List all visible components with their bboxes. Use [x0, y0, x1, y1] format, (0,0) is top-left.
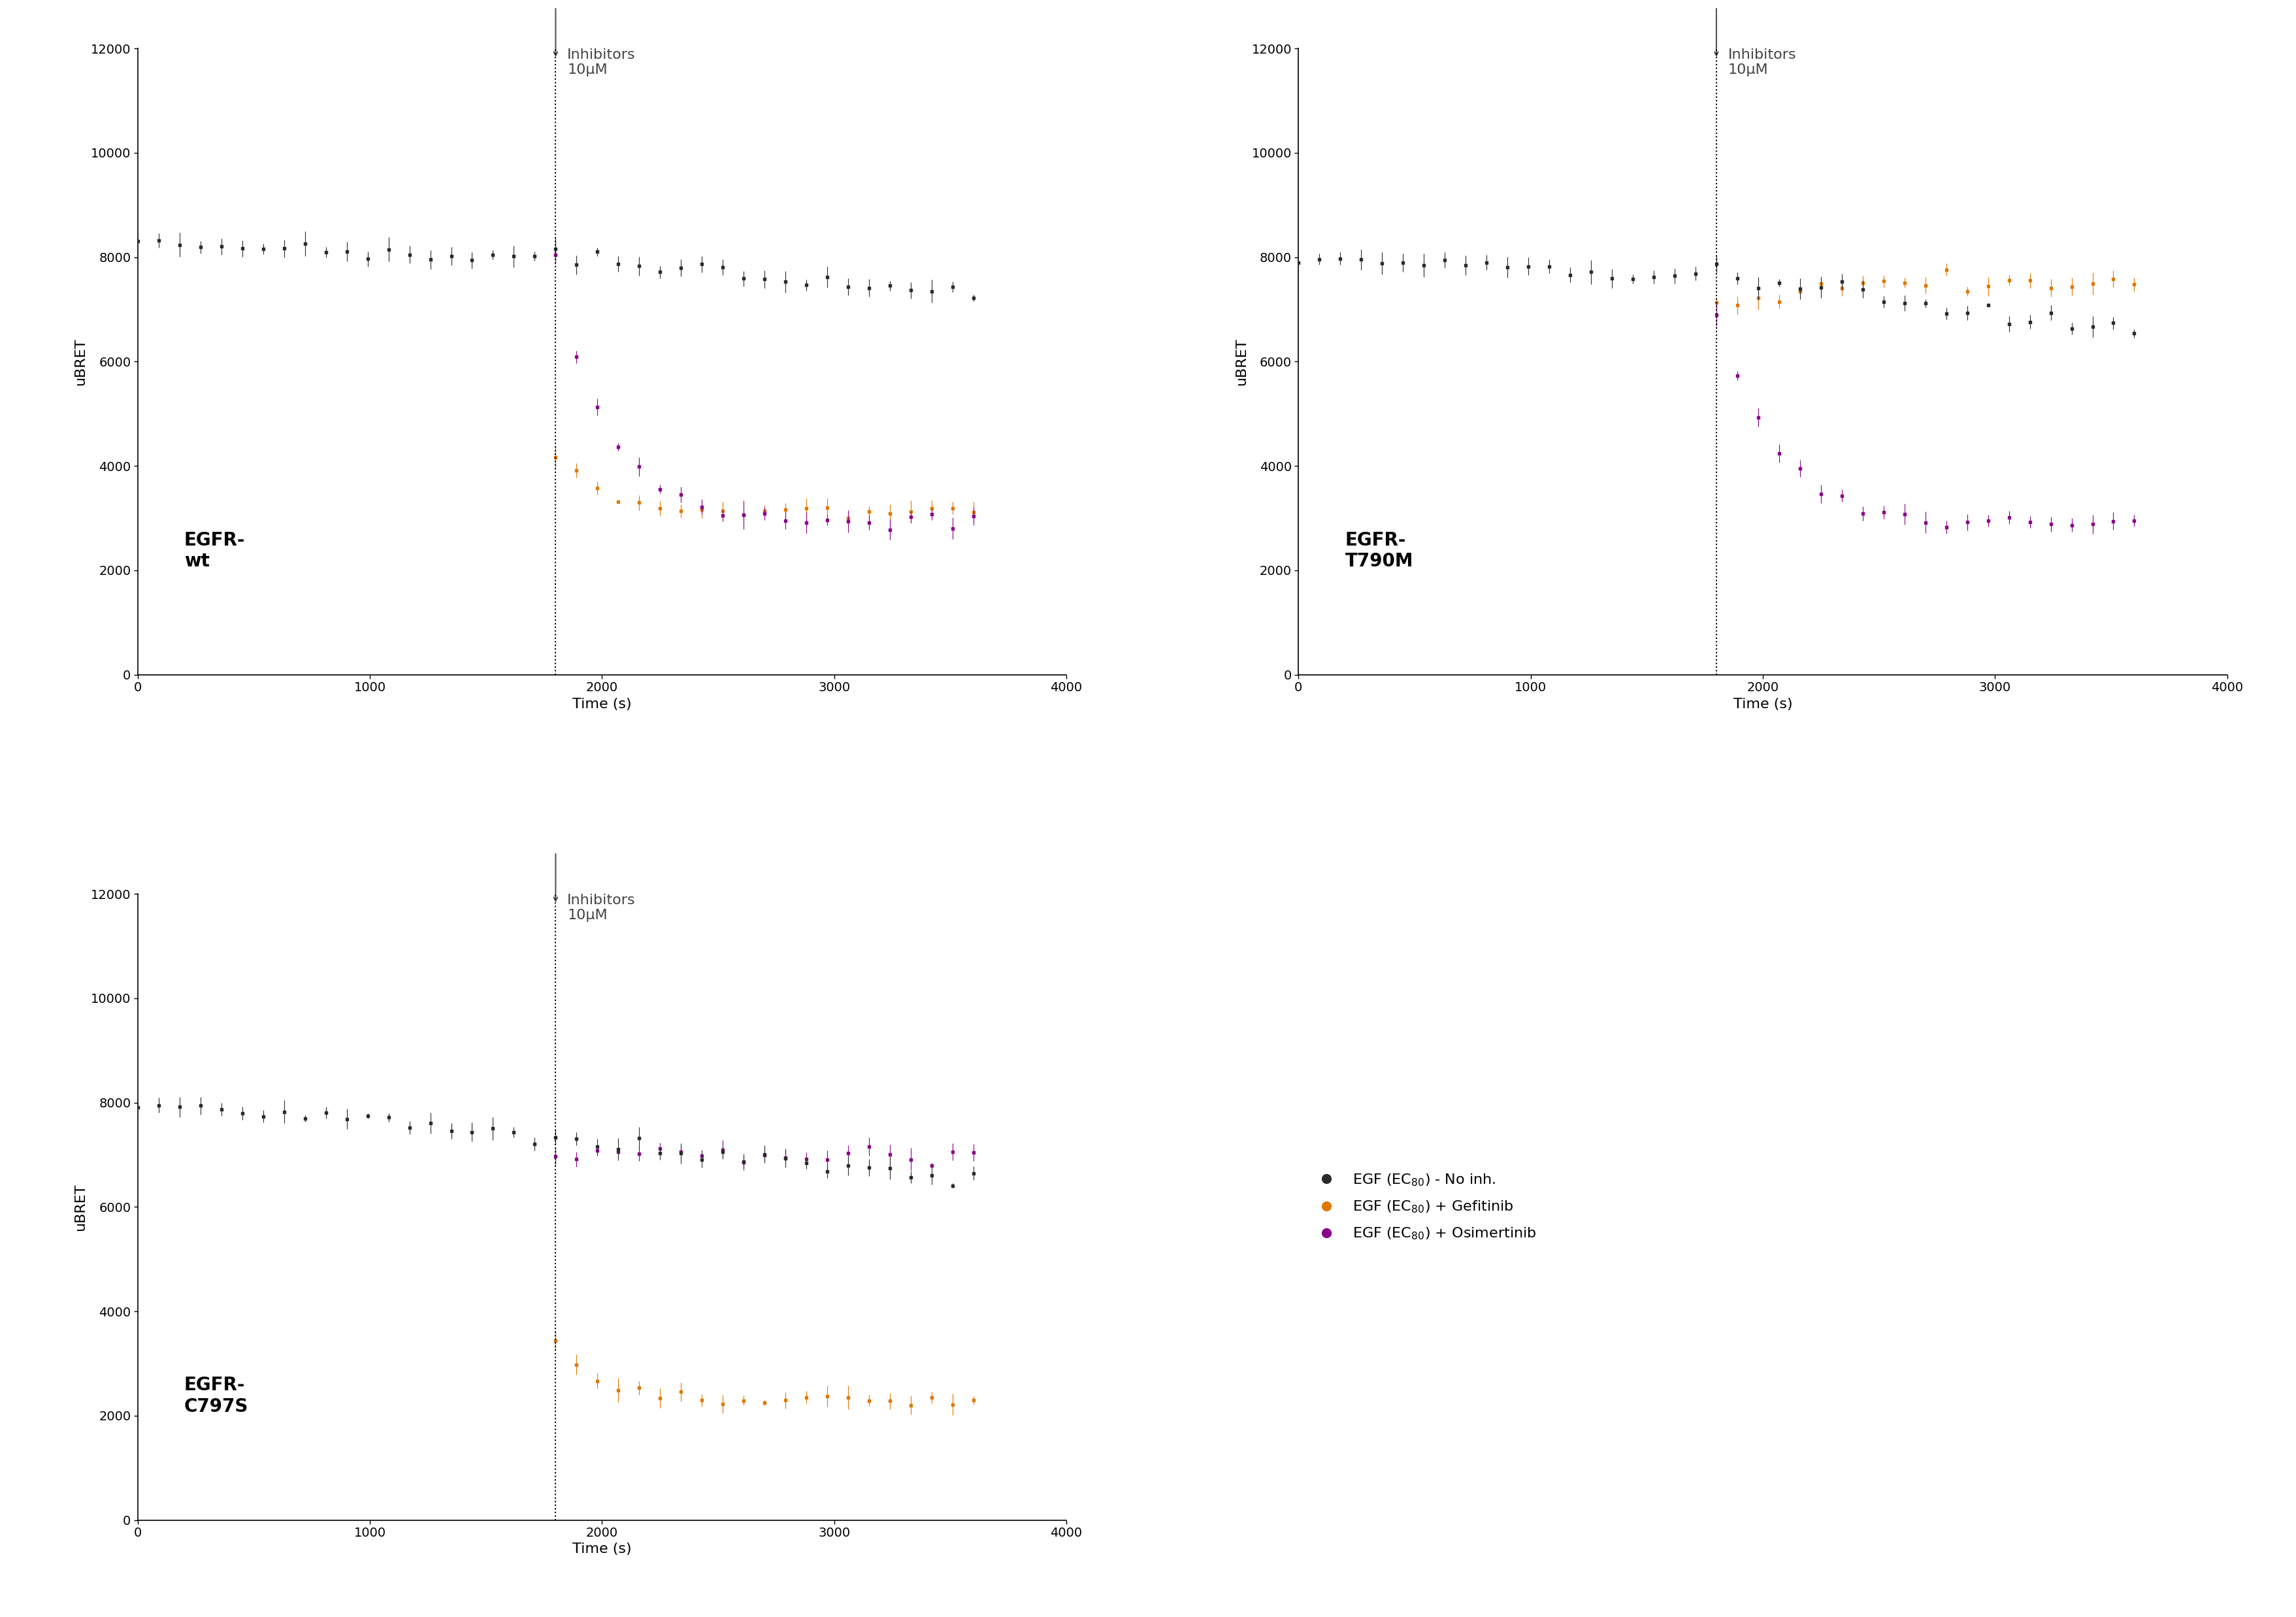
Text: Inhibitors
10μM: Inhibitors 10μM — [567, 49, 636, 76]
Text: EGFR-
wt: EGFR- wt — [184, 530, 246, 571]
Text: EGFR-
C797S: EGFR- C797S — [184, 1376, 248, 1415]
Legend: EGF (EC$_{80}$) - No inh., EGF (EC$_{80}$) + Gefitinib, EGF (EC$_{80}$) + Osimer: EGF (EC$_{80}$) - No inh., EGF (EC$_{80}… — [1306, 1166, 1543, 1247]
Y-axis label: uBRET: uBRET — [73, 338, 87, 385]
Y-axis label: uBRET: uBRET — [73, 1184, 87, 1231]
Text: EGFR-
T790M: EGFR- T790M — [1345, 530, 1414, 571]
Text: Inhibitors
10μM: Inhibitors 10μM — [567, 894, 636, 922]
X-axis label: Time (s): Time (s) — [572, 697, 631, 710]
X-axis label: Time (s): Time (s) — [572, 1543, 631, 1556]
X-axis label: Time (s): Time (s) — [1733, 697, 1793, 710]
Y-axis label: uBRET: uBRET — [1235, 338, 1249, 385]
Text: Inhibitors
10μM: Inhibitors 10μM — [1729, 49, 1795, 76]
